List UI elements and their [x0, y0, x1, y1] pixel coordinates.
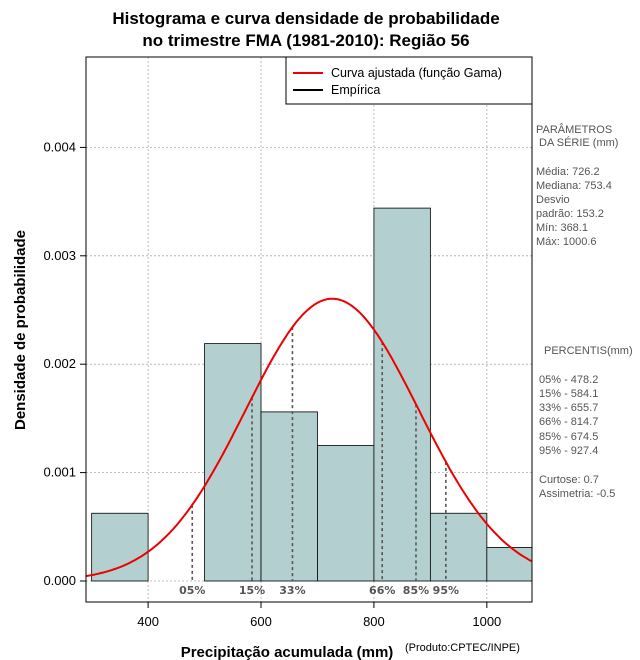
histogram-bar [373, 207, 431, 582]
histogram-bar [429, 512, 488, 582]
legend-curve-label: Curva ajustada (função Gama) [331, 66, 502, 80]
percentile-label: 15% [239, 584, 265, 597]
percentile-label: 66% [369, 584, 395, 597]
histogram-bars [91, 207, 533, 582]
histogram-bar [260, 411, 318, 582]
y-tick-label: 0.003 [43, 248, 76, 263]
legend: Curva ajustada (função Gama) Empírica [285, 56, 533, 105]
legend-box [285, 56, 533, 105]
x-axis-label: Precipitação acumulada (mm) [181, 644, 394, 660]
y-tick-label: 0.000 [43, 573, 76, 588]
param-min: Mín: 368.1 [536, 222, 588, 234]
params-subtitle: DA SÉRIE (mm) [539, 136, 618, 149]
param-median: Mediana: 753.4 [536, 180, 612, 192]
percentil-85: 85% - 674.5 [539, 431, 598, 443]
series-parameters-panel: PARÂMETROS DA SÉRIE (mm) Média: 726.2 Me… [536, 123, 618, 248]
x-tick-label: 400 [137, 614, 159, 629]
histogram-bar [486, 546, 533, 582]
percentiles-panel: PERCENTIS(mm) 05% - 478.2 15% - 584.1 33… [539, 345, 633, 500]
skewness: Assimetria: -0.5 [539, 488, 615, 500]
y-axis-label: Densidade de probabilidade [12, 230, 29, 430]
y-tick-label: 0.004 [43, 139, 76, 154]
x-axis-ticks: 400 600 800 1000 [137, 602, 501, 629]
param-max: Máx: 1000.6 [536, 236, 597, 248]
y-tick-label: 0.001 [43, 465, 76, 480]
percentil-66: 66% - 814.7 [539, 416, 598, 428]
chart-title: Histograma e curva densidade de probabil… [112, 9, 499, 28]
percentile-label: 95% [433, 584, 459, 597]
percentil-95: 95% - 927.4 [539, 445, 598, 457]
param-sd-label: Desvio [536, 194, 570, 206]
kurtosis: Curtose: 0.7 [539, 474, 599, 486]
x-tick-label: 800 [363, 614, 385, 629]
x-tick-label: 1000 [472, 614, 501, 629]
fitted-curve-layer [85, 297, 532, 578]
percentil-05: 05% - 478.2 [539, 374, 598, 386]
legend-empirical-label: Empírica [331, 83, 380, 97]
percentile-lines: 05% 15% 33% 66% 85% 95% [179, 327, 459, 597]
params-title: PARÂMETROS [536, 123, 612, 136]
percentis-title: PERCENTIS(mm) [544, 345, 633, 357]
histogram-bar [91, 512, 149, 582]
chart-subtitle: no trimestre FMA (1981-2010): Região 56 [142, 31, 469, 50]
histogram-bar [317, 445, 375, 582]
y-tick-label: 0.002 [43, 356, 76, 371]
percentile-label: 05% [179, 584, 205, 597]
param-mean: Média: 726.2 [536, 166, 600, 178]
percentil-15: 15% - 584.1 [539, 388, 598, 400]
y-axis-ticks: 0.000 0.001 0.002 0.003 0.004 [43, 139, 86, 588]
fitted-gamma-curve [85, 297, 532, 578]
histogram-bar [204, 343, 262, 582]
param-sd: padrão: 153.2 [536, 208, 604, 220]
x-tick-label: 600 [250, 614, 272, 629]
percentile-label: 33% [279, 584, 305, 597]
percentil-33: 33% - 655.7 [539, 402, 598, 414]
product-credit: (Produto:CPTEC/INPE) [405, 642, 520, 654]
percentile-label: 85% [403, 584, 429, 597]
